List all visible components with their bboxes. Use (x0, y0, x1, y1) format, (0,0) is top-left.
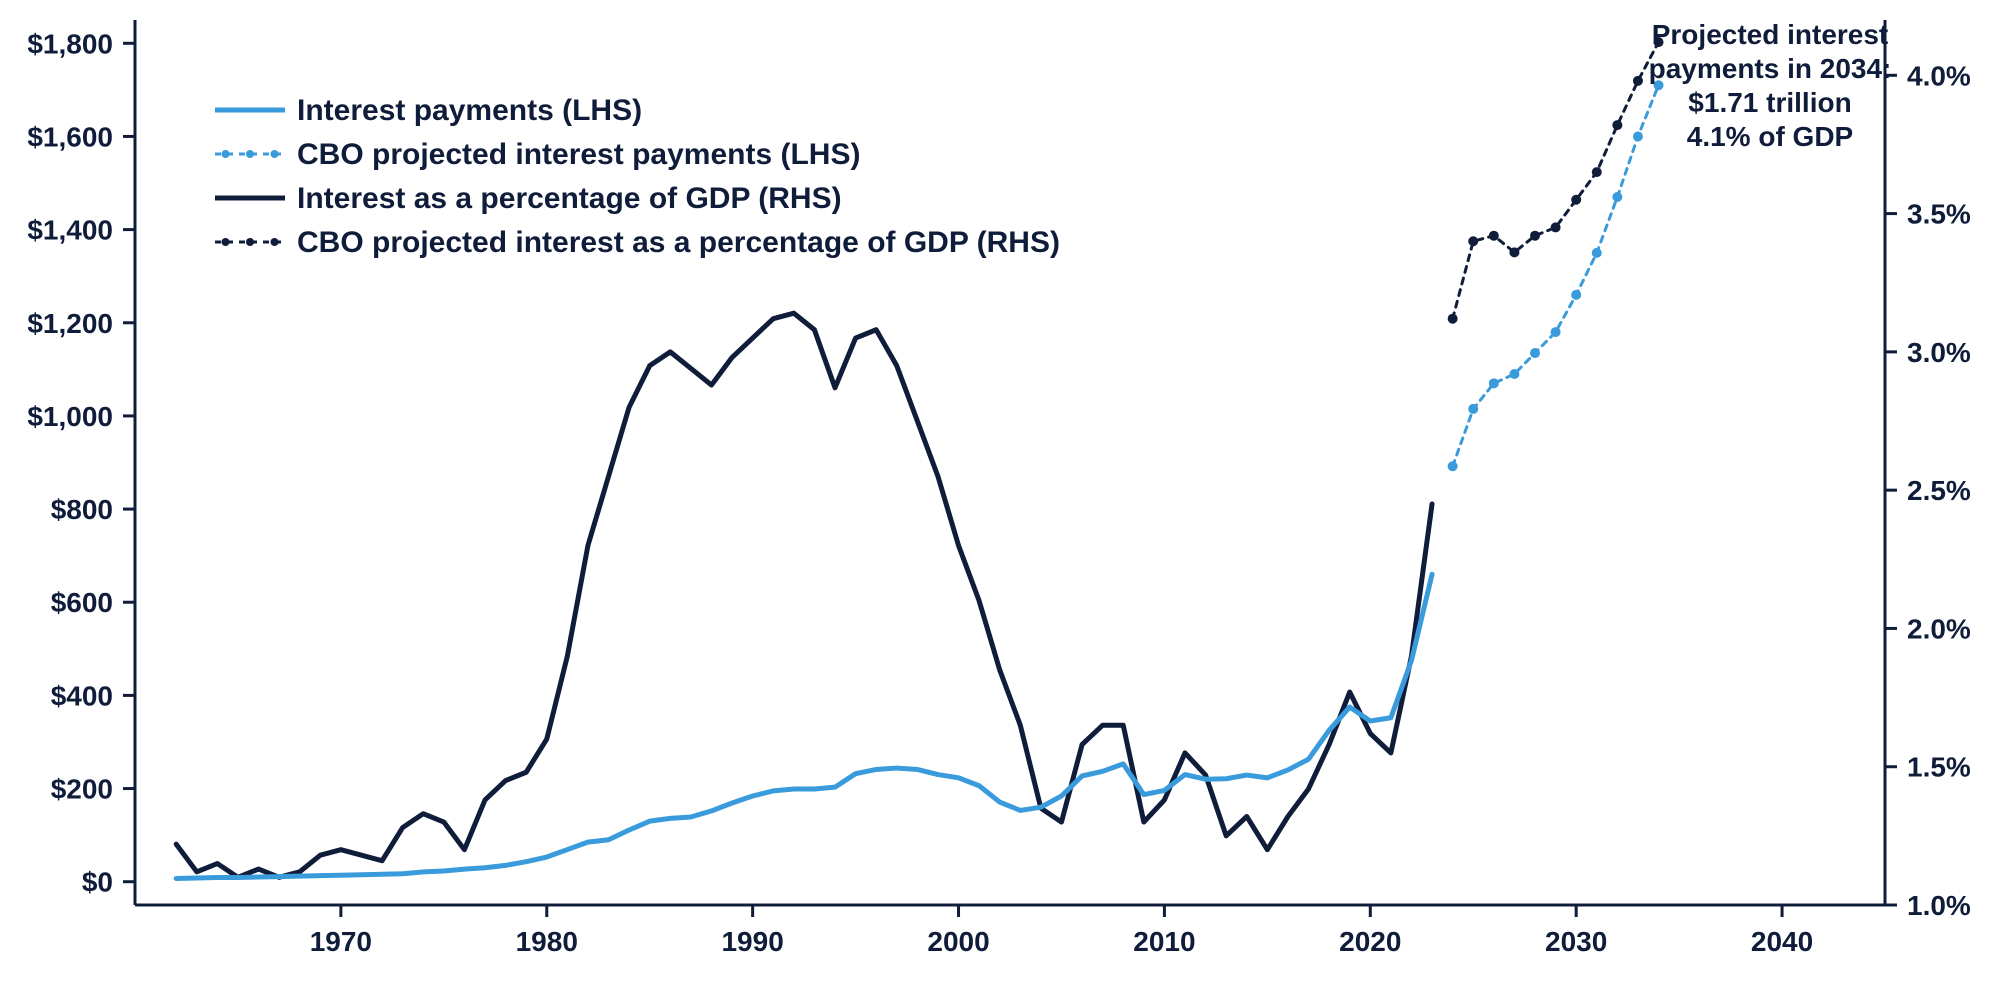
series-interest-pct-gdp-proj-marker (1448, 314, 1458, 324)
series-interest-payments-proj-marker (1530, 348, 1540, 358)
series-interest-pct-gdp-proj-marker (1612, 120, 1622, 130)
series-interest-pct-gdp-proj-marker (1551, 222, 1561, 232)
x-tick-label: 2010 (1133, 926, 1195, 957)
y-left-tick-label: $1,400 (27, 215, 113, 246)
series-interest-pct-gdp-proj-marker (1592, 167, 1602, 177)
y-left-tick-label: $1,800 (27, 28, 113, 59)
y-right-tick-label: 3.5% (1907, 199, 1971, 230)
y-left-tick-label: $0 (82, 867, 113, 898)
annotation-line: payments in 2034: (1649, 53, 1892, 84)
x-tick-label: 2030 (1545, 926, 1607, 957)
y-left-tick-label: $1,200 (27, 308, 113, 339)
legend-label: CBO projected interest as a percentage o… (297, 226, 1060, 259)
series-interest-payments-proj-marker (1468, 404, 1478, 414)
series-interest-payments-proj-marker (1633, 131, 1643, 141)
series-interest-pct-gdp-proj-marker (1530, 231, 1540, 241)
chart-container: 1970 1980 1990 2000 2010 2020 2030 2040 $0 $200 $4… (0, 0, 2000, 992)
x-tick-label: 1980 (516, 926, 578, 957)
x-tick-label: 1990 (721, 926, 783, 957)
series-interest-pct-gdp-proj-marker (1489, 231, 1499, 241)
legend-label: Interest payments (LHS) (297, 94, 642, 127)
y-left-tick-label: $1,600 (27, 121, 113, 152)
series-interest-pct-gdp-proj-marker (1468, 236, 1478, 246)
legend-label: CBO projected interest payments (LHS) (297, 138, 860, 171)
y-right-tick-label: 2.0% (1907, 613, 1971, 644)
y-right-tick-label: 4.0% (1907, 60, 1971, 91)
series-interest-payments-proj-marker (1571, 290, 1581, 300)
y-left-tick-label: $800 (51, 494, 113, 525)
y-left-tick-label: $600 (51, 587, 113, 618)
annotation-line: Projected interest (1652, 19, 1889, 50)
series-interest-payments-proj-marker (1509, 369, 1519, 379)
x-tick-label: 2020 (1339, 926, 1401, 957)
series-interest-pct-gdp-proj-marker (1571, 195, 1581, 205)
series-interest-payments-proj-marker (1551, 327, 1561, 337)
series-interest-pct-gdp-proj-marker (1633, 76, 1643, 86)
y-right-tick-label: 2.5% (1907, 475, 1971, 506)
series-interest-payments-proj-marker (1448, 461, 1458, 471)
series-interest-pct-gdp-proj-marker (1509, 247, 1519, 257)
y-right-tick-label: 1.0% (1907, 890, 1971, 921)
y-left-tick-label: $200 (51, 774, 113, 805)
series-interest-payments-proj-marker (1489, 378, 1499, 388)
y-right-tick-label: 1.5% (1907, 752, 1971, 783)
y-left-tick-label: $400 (51, 680, 113, 711)
x-tick-label: 2040 (1751, 926, 1813, 957)
x-tick-label: 2000 (927, 926, 989, 957)
y-left-tick-label: $1,000 (27, 401, 113, 432)
annotation-line: $1.71 trillion (1688, 87, 1851, 118)
annotation-line: 4.1% of GDP (1687, 121, 1853, 152)
series-interest-payments-proj-marker (1592, 248, 1602, 258)
series-interest-payments-proj-marker (1612, 192, 1622, 202)
y-right-tick-label: 3.0% (1907, 337, 1971, 368)
legend-label: Interest as a percentage of GDP (RHS) (297, 182, 842, 215)
interest-payments-chart: 1970 1980 1990 2000 2010 2020 2030 2040 $0 $200 $4… (0, 0, 2000, 992)
x-tick-label: 1970 (310, 926, 372, 957)
